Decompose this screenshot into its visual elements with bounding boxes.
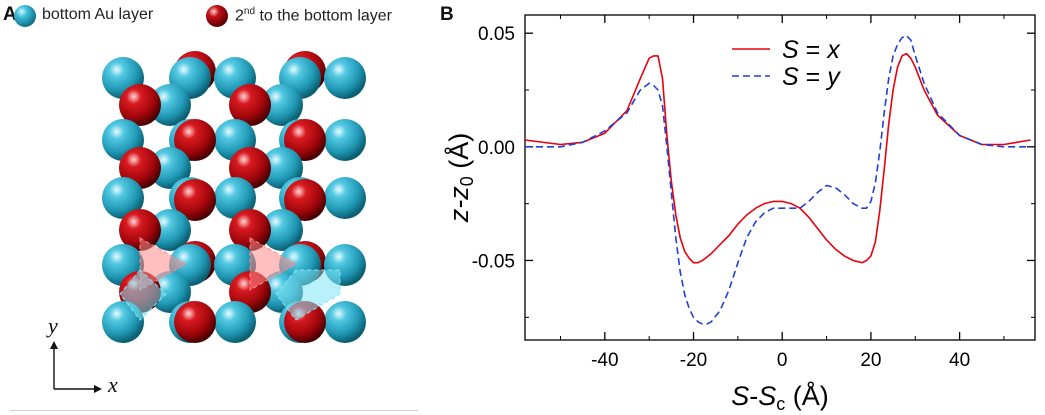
x-tick-label: 40 [949, 350, 970, 371]
x-tick-label: -20 [680, 350, 707, 371]
bottom-atom [214, 301, 256, 343]
bottom-atom [324, 177, 366, 219]
xy-axis-indicator [50, 341, 102, 393]
second-layer-atom [284, 119, 326, 161]
series-line-s-equals-x [524, 52, 1031, 264]
panel-b-letter: B [440, 4, 454, 25]
legend-second-prefix: 2 [235, 7, 244, 25]
second-layer-atom [229, 84, 271, 126]
bottom-atom [149, 84, 191, 126]
y-axis-label: z-z0 (Å) [443, 133, 477, 224]
x-tick-label: 20 [860, 350, 881, 371]
bottom-atom [324, 301, 366, 343]
bottom-atom [261, 209, 303, 251]
legend-second-sup: nd [243, 6, 256, 17]
highlight-triangle [119, 269, 167, 321]
panel-a-legend-bottom-swatch [14, 5, 36, 27]
highlight-triangle [139, 237, 188, 291]
highlight-triangle [249, 237, 298, 291]
bottom-atom [149, 271, 191, 313]
axis-y-label: y [48, 313, 58, 338]
y-tick-label: 0.05 [478, 24, 515, 45]
legend-label: S = y [782, 63, 841, 91]
panel-a-letter: A [3, 4, 17, 25]
bottom-atom [149, 147, 191, 189]
second-layer-atom [174, 301, 216, 343]
second-layer-atom [174, 119, 216, 161]
line-chart: -40 -20 0 20 40 0.05 0.00 -0.05 S = xS = y S-Sc… [443, 14, 1036, 414]
bottom-atom [324, 57, 366, 99]
bottom-atom [214, 177, 256, 219]
x-tick-label: 0 [777, 350, 788, 371]
second-layer-atom [229, 209, 271, 251]
atom-lattice [102, 51, 366, 343]
second-layer-atom [174, 179, 216, 221]
legend-second-suffix: to the bottom layer [255, 7, 392, 25]
second-layer-atom [119, 84, 161, 126]
panel-a-legend-second-swatch [206, 5, 228, 27]
x-tick-label: -40 [591, 350, 618, 371]
highlight-triangle [275, 269, 341, 321]
legend-second-label: 2nd to the bottom layer [235, 6, 392, 25]
x-axis-label: S-Sc (Å) [731, 380, 829, 414]
legend-bottom-label: bottom Au layer [42, 6, 154, 23]
second-layer-atom [284, 179, 326, 221]
bottom-atom [261, 84, 303, 126]
axis-x-label: x [108, 372, 118, 397]
legend-label: S = x [782, 36, 841, 64]
panel-a-divider [10, 410, 418, 411]
y-tick-label: 0.00 [478, 138, 515, 159]
bottom-atom [149, 209, 191, 251]
y-tick-label: -0.05 [472, 251, 515, 272]
series-line-s-equals-y [525, 34, 1031, 325]
second-layer-atom [119, 209, 161, 251]
bottom-atom [324, 119, 366, 161]
bottom-atom [102, 177, 144, 219]
plot-frame [524, 14, 1036, 341]
